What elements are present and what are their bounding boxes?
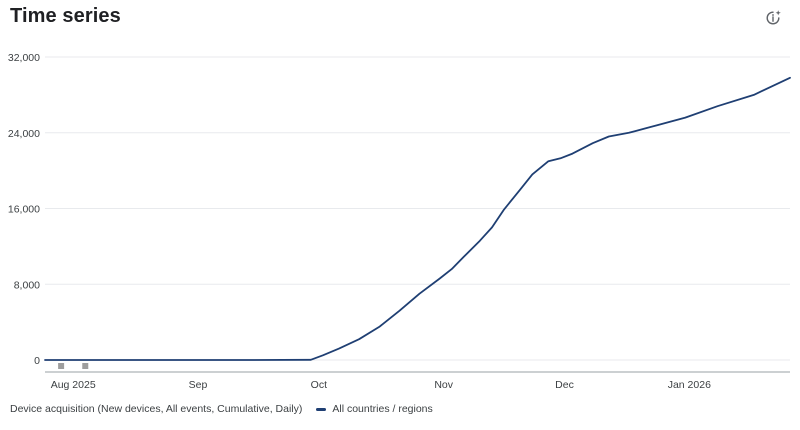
x-tick-label: Dec [555, 379, 574, 391]
series-line [44, 76, 791, 361]
y-tick-label: 16,000 [8, 204, 40, 216]
legend-item[interactable]: All countries / regions [316, 403, 433, 415]
event-marker [82, 363, 89, 369]
chart-title: Time series [10, 5, 121, 27]
y-axis: 0 8,000 16,000 24,000 32,000 [8, 52, 40, 367]
legend-label: All countries / regions [332, 403, 433, 415]
x-tick-label: Jan 2026 [668, 379, 711, 391]
y-tick-label: 8,000 [14, 279, 40, 291]
x-tick-label: Sep [189, 379, 208, 391]
sparkle-insight-icon [766, 10, 781, 25]
x-axis: Aug 2025 Sep Oct Nov Dec Jan 2026 [51, 379, 711, 391]
y-tick-label: 0 [34, 355, 40, 367]
y-tick-label: 32,000 [8, 52, 40, 64]
line-chart: 0 8,000 16,000 24,000 32,000 Aug 2025 Sep Oct N… [8, 52, 791, 391]
grid-lines [45, 56, 790, 361]
x-tick-label: Oct [311, 379, 327, 391]
legend-swatch [316, 407, 327, 411]
series-layer [44, 76, 791, 361]
chart-footer: Device acquisition (New devices, All eve… [10, 401, 433, 417]
insights-button[interactable] [762, 7, 784, 29]
y-tick-label: 24,000 [8, 128, 40, 140]
metric-description: Device acquisition (New devices, All eve… [10, 403, 303, 415]
event-marker [58, 363, 65, 369]
event-markers [58, 363, 89, 369]
x-tick-label: Nov [434, 379, 453, 391]
x-tick-label: Aug 2025 [51, 379, 96, 391]
